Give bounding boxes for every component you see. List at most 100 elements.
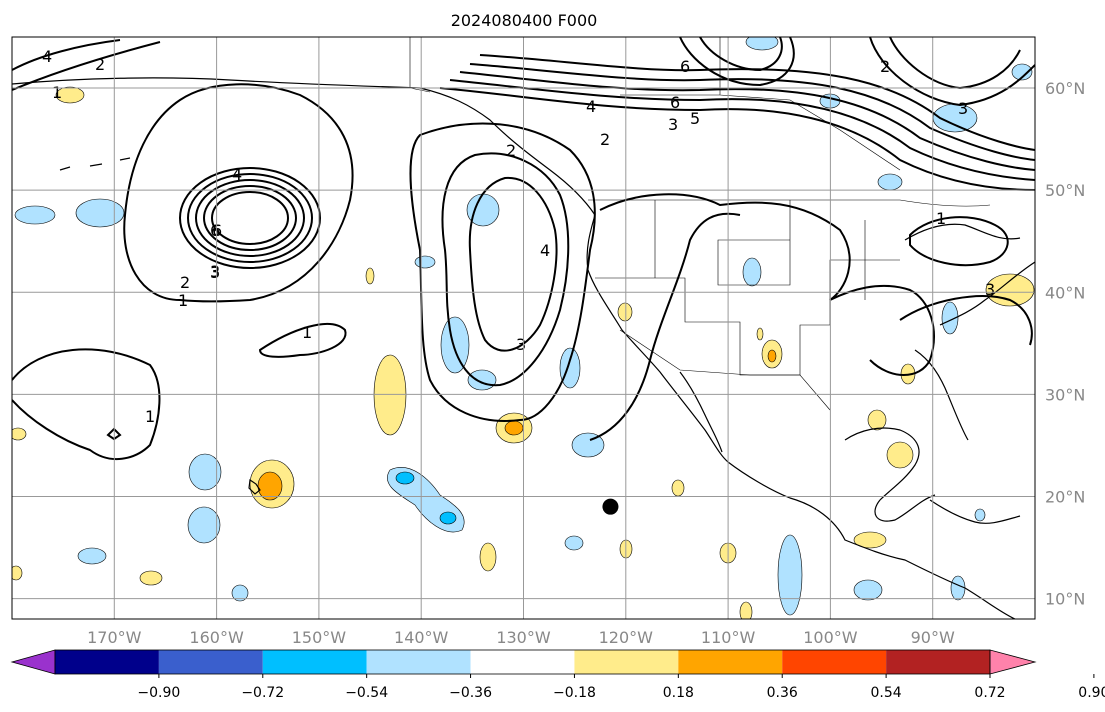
longitude-label: 160°W — [189, 628, 244, 647]
colorbar-labels: −0.90 −0.72 −0.54 −0.36 −0.18 0.18 0.36 0.54 0.7… — [137, 674, 1105, 701]
contour-label: 1 — [145, 407, 155, 426]
negative-anomaly — [742, 257, 762, 287]
latitude-label: 30°N — [1045, 385, 1085, 404]
jet-contour-1 — [439, 87, 1035, 191]
negative-anomaly — [440, 316, 470, 374]
us-mexico-border — [619, 329, 831, 411]
negative-anomaly — [853, 579, 883, 601]
colorbar-segment — [55, 650, 159, 674]
longitude-label: 130°W — [496, 628, 551, 647]
colorbar-segment — [158, 650, 263, 674]
negative-anomaly — [1011, 63, 1033, 81]
positive-anomaly-strong — [257, 471, 283, 501]
trough-contour-3 — [468, 176, 558, 352]
positive-anomaly — [671, 479, 685, 497]
negative-anomaly — [571, 432, 605, 458]
contours — [12, 37, 1035, 461]
colorbar-tick-label: 0.36 — [767, 685, 798, 701]
map-panel: 1 2 3 4 6 1 2 3 4 6 1 3 4 2 3 5 6 2 3 4 … — [12, 37, 1035, 619]
contour-nw-2 — [12, 41, 161, 91]
contour-label: 3 — [958, 99, 968, 118]
positive-anomaly — [55, 86, 85, 104]
latitude-label: 50°N — [1045, 181, 1085, 200]
negative-anomaly — [559, 347, 581, 389]
negative-anomaly-strong — [395, 471, 415, 485]
contour-label: 6 — [680, 57, 690, 76]
contour-label: 2 — [95, 55, 105, 74]
baja-california-coast — [679, 371, 723, 453]
trough-contour-1 — [409, 122, 596, 422]
longitude-label: 100°W — [803, 628, 858, 647]
closed-low-north-inner — [699, 37, 783, 72]
contour-label: 4 — [540, 241, 550, 260]
contour-label: 6 — [670, 93, 680, 112]
contour-label: 2 — [600, 130, 610, 149]
negative-anomaly — [414, 255, 436, 269]
longitude-labels: 170°W 160°W 150°W 140°W 130°W 120°W 110°W 100°W… — [87, 628, 955, 647]
graticule — [12, 37, 1035, 619]
negative-anomaly — [745, 37, 779, 51]
longitude-label: 150°W — [292, 628, 347, 647]
closed-low-north — [679, 37, 795, 87]
trough-contour-2 — [441, 152, 570, 387]
colorbar-segment — [886, 650, 990, 674]
contour-5 — [211, 191, 289, 245]
contour-label: 2 — [180, 273, 190, 292]
negative-anomaly — [777, 534, 803, 616]
longitude-label: 170°W — [87, 628, 142, 647]
contour-label: 3 — [516, 335, 526, 354]
colorbar-tick-label: 0.18 — [663, 685, 694, 701]
colorbar-tick-label: −0.90 — [137, 685, 180, 701]
positive-anomaly — [365, 267, 375, 285]
contour-nw — [12, 39, 121, 71]
hawaii-islands — [248, 478, 261, 495]
location-marker — [602, 498, 619, 515]
contour-label: 1 — [936, 209, 946, 228]
contour-3 — [195, 179, 305, 257]
positive-anomaly — [12, 427, 27, 441]
latitude-label: 40°N — [1045, 283, 1085, 302]
jet-contour-4 — [469, 63, 1035, 161]
contour-2 — [187, 173, 313, 263]
latitude-label: 60°N — [1045, 79, 1085, 98]
colorbar-extend-low — [10, 649, 56, 675]
contour-label: 3 — [985, 280, 995, 299]
colorbar-tick-label: −0.18 — [553, 685, 596, 701]
map-title: 2024080400 F000 — [451, 11, 598, 30]
positive-anomaly — [479, 542, 497, 572]
colorbar-tick-label: 0.72 — [974, 685, 1005, 701]
positive-anomaly — [886, 441, 914, 469]
contour-label: 4 — [42, 47, 52, 66]
jet-contour-2 — [449, 79, 1035, 181]
latitude-label: 20°N — [1045, 487, 1085, 506]
canada-provinces — [620, 37, 901, 171]
positive-anomaly — [617, 302, 633, 322]
negative-anomaly — [75, 198, 125, 228]
contour-label: 3 — [210, 262, 220, 281]
positive-anomaly — [867, 409, 887, 431]
latitude-labels: 60°N 50°N 40°N 30°N 20°N 10°N — [1045, 79, 1085, 609]
negative-anomaly — [77, 547, 107, 565]
colorbar-tick-label: −0.72 — [241, 685, 284, 701]
contour-label: 3 — [210, 263, 220, 282]
coastlines — [12, 77, 1035, 619]
gulf-of-mexico-coast — [844, 427, 936, 522]
negative-anomaly — [974, 508, 986, 522]
positive-anomaly — [139, 570, 163, 586]
colorbar-tick-label: 0.90 — [1078, 685, 1105, 701]
colorbar-tick-label: −0.36 — [449, 685, 492, 701]
contour-label: 1 — [52, 83, 62, 102]
colorbar-segment — [678, 650, 783, 674]
colorbar-frame — [54, 649, 991, 675]
contour-label: 6 — [210, 221, 220, 240]
negative-anomaly — [941, 301, 959, 335]
positive-anomaly — [739, 601, 753, 619]
contour-label: 1 — [302, 323, 312, 342]
contour-label: 2 — [506, 141, 516, 160]
negative-anomaly — [467, 369, 497, 391]
positive-anomaly — [756, 327, 764, 341]
colorbar — [10, 649, 1037, 675]
east-coast — [939, 261, 1035, 326]
contour-low — [12, 348, 161, 461]
